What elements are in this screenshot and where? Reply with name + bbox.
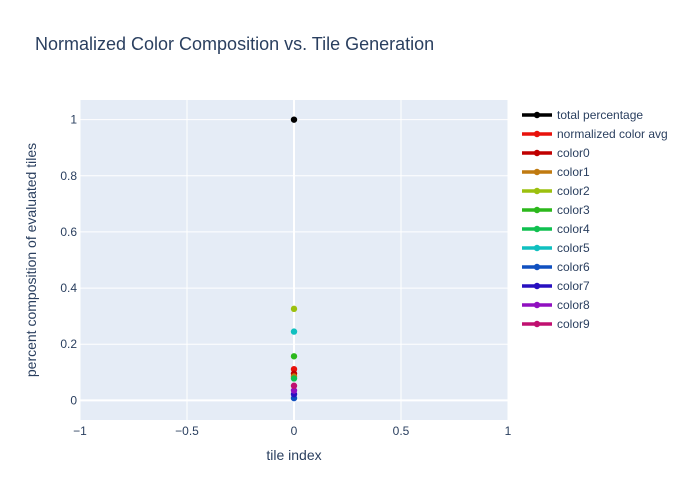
x-tick-label: 0 (291, 424, 298, 438)
legend[interactable]: total percentage normalized color avg colo… (522, 108, 668, 331)
legend-swatch-marker (533, 225, 541, 233)
y-tick-label: 0.6 (60, 225, 77, 239)
legend-item[interactable]: total percentage (522, 108, 643, 122)
legend-item[interactable]: color9 (522, 317, 590, 331)
data-point-color3[interactable] (290, 353, 298, 360)
data-point-color5[interactable] (290, 328, 298, 335)
legend-label: color5 (557, 241, 590, 255)
tick-labels: −1 −0.5 0 0.5 1 0 0.2 0.4 0.6 0.8 1 (60, 113, 511, 438)
legend-item[interactable]: color6 (522, 260, 590, 274)
legend-item[interactable]: color3 (522, 203, 590, 217)
legend-item[interactable]: color1 (522, 165, 590, 179)
chart-title: Normalized Color Composition vs. Tile Ge… (35, 34, 434, 54)
legend-item[interactable]: color0 (522, 146, 590, 160)
legend-swatch-marker (533, 168, 541, 176)
y-tick-label: 0.8 (60, 169, 77, 183)
legend-label: total percentage (557, 108, 643, 122)
data-point-color9[interactable] (290, 382, 298, 389)
legend-label: color3 (557, 203, 590, 217)
legend-swatch-marker (533, 282, 541, 290)
legend-swatch-marker (533, 130, 541, 138)
legend-swatch-marker (533, 301, 541, 309)
legend-label: color7 (557, 279, 590, 293)
legend-item[interactable]: color5 (522, 241, 590, 255)
legend-swatch-marker (533, 149, 541, 157)
legend-label: normalized color avg (557, 127, 668, 141)
legend-label: color8 (557, 298, 590, 312)
x-tick-label: −1 (73, 424, 87, 438)
legend-swatch-marker (533, 111, 541, 119)
data-points (290, 116, 298, 402)
x-tick-label: 1 (505, 424, 512, 438)
y-tick-label: 0 (70, 393, 77, 407)
data-point-total-percentage[interactable] (290, 116, 298, 123)
data-point-color4[interactable] (290, 375, 298, 382)
legend-item[interactable]: color8 (522, 298, 590, 312)
legend-swatch-marker (533, 244, 541, 252)
legend-label: color2 (557, 184, 590, 198)
legend-label: color1 (557, 165, 590, 179)
legend-label: color9 (557, 317, 590, 331)
legend-item[interactable]: color4 (522, 222, 590, 236)
data-point-color8[interactable] (290, 387, 298, 394)
y-tick-label: 1 (70, 113, 77, 127)
legend-swatch-marker (533, 320, 541, 328)
legend-item[interactable]: color2 (522, 184, 590, 198)
legend-swatch-marker (533, 263, 541, 271)
legend-swatch-marker (533, 206, 541, 214)
legend-label: color6 (557, 260, 590, 274)
legend-label: color4 (557, 222, 590, 236)
x-tick-label: 0.5 (393, 424, 410, 438)
data-point-color2[interactable] (290, 305, 298, 313)
legend-item[interactable]: normalized color avg (522, 127, 668, 141)
y-tick-label: 0.4 (60, 281, 77, 295)
legend-item[interactable]: color7 (522, 279, 590, 293)
x-axis-title: tile index (266, 447, 321, 463)
y-tick-label: 0.2 (60, 337, 77, 351)
x-tick-label: −0.5 (175, 424, 199, 438)
data-point-normalized-color-avg[interactable] (290, 365, 298, 373)
y-axis-title: percent composition of evaluated tiles (23, 143, 39, 377)
legend-label: color0 (557, 146, 590, 160)
legend-swatch-marker (533, 187, 541, 195)
